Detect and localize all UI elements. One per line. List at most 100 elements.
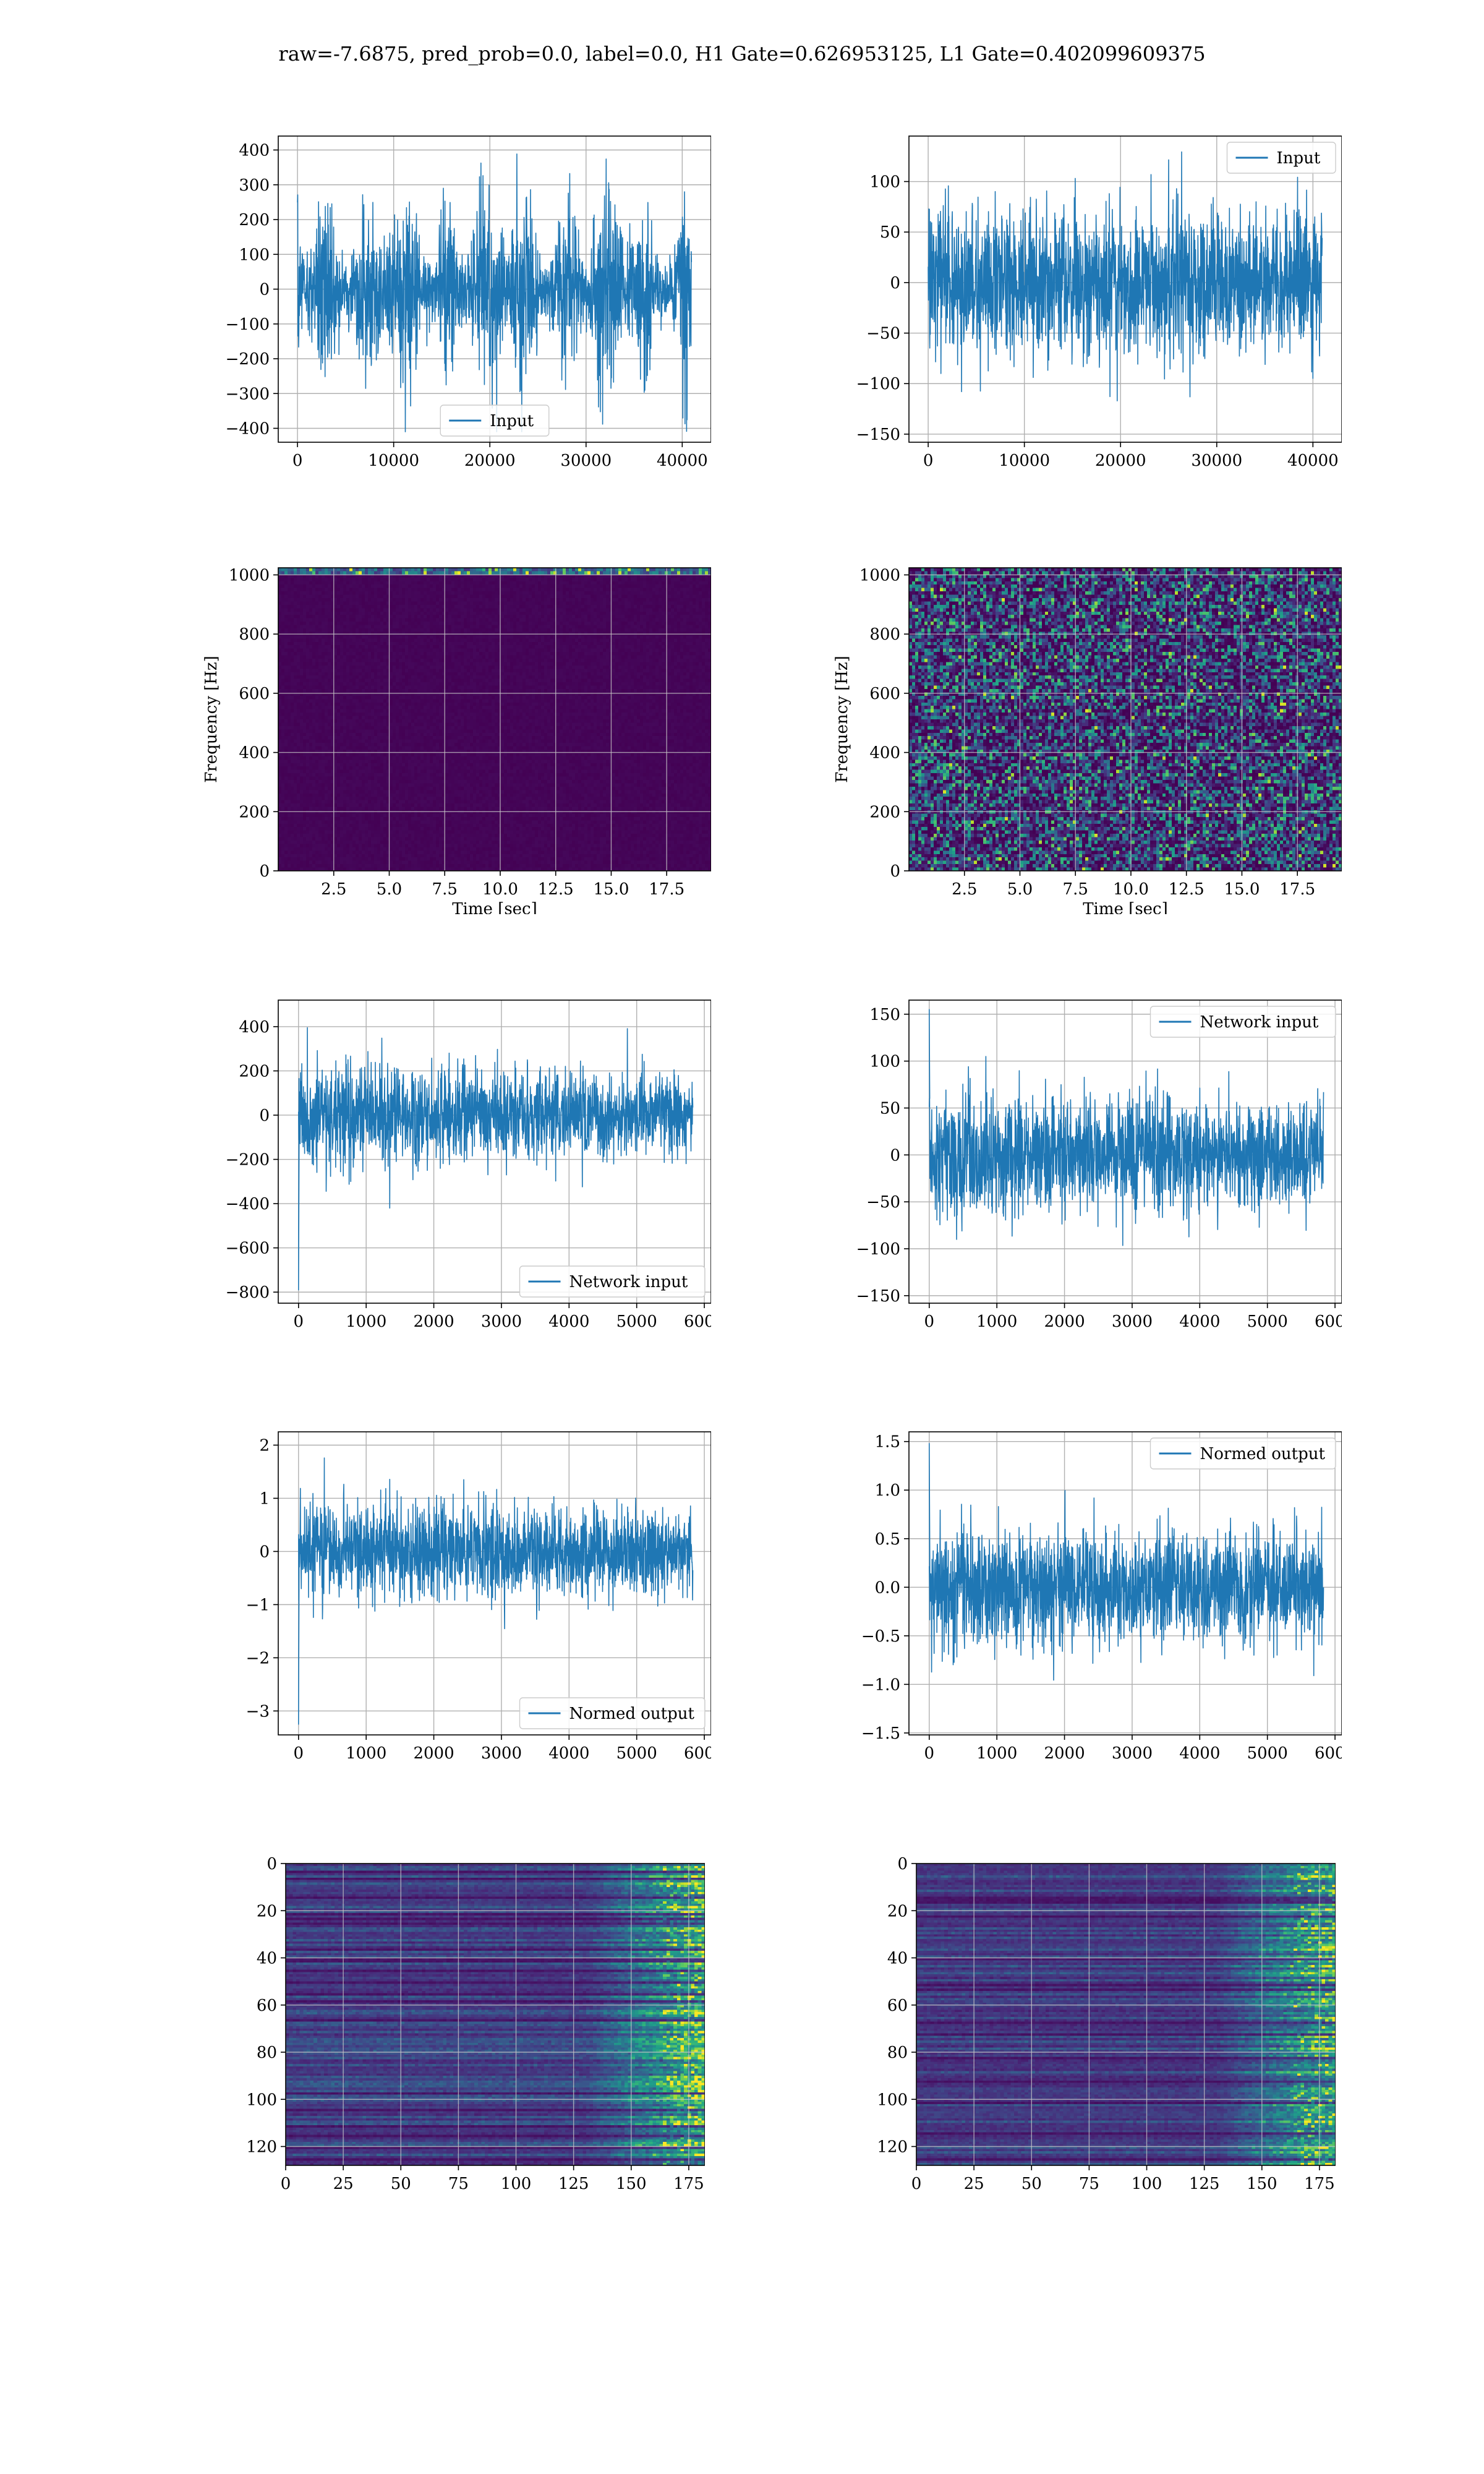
y-tick-label: 40 — [257, 1950, 277, 1968]
y-tick-label: −800 — [226, 1283, 270, 1302]
y-tick-label: −1.0 — [861, 1676, 900, 1694]
y-tick-label: −2 — [246, 1649, 270, 1667]
x-tick-label: 40000 — [1287, 452, 1339, 470]
axes-frame — [908, 567, 1342, 871]
x-tick-label: 6000 — [684, 1744, 711, 1763]
x-tick-label: 3000 — [481, 1744, 522, 1763]
y-tick-label: −0.5 — [861, 1627, 900, 1646]
axes-frame — [278, 135, 711, 443]
y-tick-label: 60 — [887, 1997, 908, 2015]
y-tick-label: 800 — [869, 625, 900, 644]
y-tick-label: 400 — [239, 1018, 270, 1037]
x-tick-label: 0 — [923, 452, 934, 470]
legend-normed-output-l1: Normed output — [1149, 1437, 1336, 1470]
y-tick-label: 100 — [869, 173, 900, 192]
y-tick-label: −1.5 — [861, 1724, 900, 1743]
x-tick-label: 25 — [964, 2175, 984, 2193]
x-tick-label: 25 — [333, 2175, 354, 2193]
y-tick-label: 200 — [869, 803, 900, 821]
y-tick-label: 0 — [890, 1146, 900, 1165]
heatmap-image-spectrogram-h1 — [278, 568, 711, 871]
x-tick-label: 50 — [391, 2175, 411, 2193]
axes-frame — [908, 999, 1342, 1304]
chart-spectrogram-l1: 2.5 5.0 7.5 10.0 12.5 15.0 17.5 0 200 400 600 800 10… — [833, 566, 1342, 914]
legend-network-input-h1: Network input — [519, 1265, 706, 1298]
x-tick-label: 2000 — [413, 1744, 454, 1763]
chart-normed-output-h1: 0 1000 2000 3000 4000 5000 6000 −3 −2 −1 0 1 2 Normed… — [246, 1431, 711, 1763]
x-tick-label: 175 — [673, 2175, 704, 2193]
axes-normed-output-l1: 0 1000 2000 3000 4000 5000 6000 −1.5 −1.0 −0.5 0.0… — [861, 1431, 1342, 1763]
x-tick-label: 4000 — [548, 1744, 589, 1763]
y-tick-label: 60 — [257, 1997, 277, 2015]
axes-input-l1: 0 10000 20000 30000 40000 −150 −100 −50 0 50 100 In… — [856, 135, 1342, 470]
x-tick-label: 4000 — [548, 1312, 589, 1331]
y-tick-label: 400 — [239, 744, 270, 763]
chart-input-h1: 0 10000 20000 30000 40000 −400 −300 −200 −100 0 10… — [226, 135, 711, 470]
series-network-input-h1 — [298, 1027, 694, 1291]
x-tick-label: 2.5 — [952, 880, 977, 899]
y-tick-label: 1.0 — [875, 1481, 900, 1500]
y-tick-label: 200 — [239, 211, 270, 229]
y-tick-label: 50 — [880, 223, 900, 242]
x-tick-label: 100 — [1132, 2175, 1162, 2193]
legend-label: Input — [490, 412, 534, 430]
legend-input-l1: Input — [1226, 142, 1336, 174]
x-tick-label: 0 — [281, 2175, 291, 2193]
x-tick-label: 4000 — [1179, 1312, 1220, 1331]
axes-frame — [908, 1431, 1342, 1736]
y-tick-label: −1 — [246, 1596, 270, 1614]
x-tick-label: 17.5 — [1279, 880, 1315, 899]
chart-input-l1: 0 10000 20000 30000 40000 −150 −100 −50 0 50 100 In… — [856, 135, 1342, 470]
y-tick-label: −150 — [856, 1287, 900, 1306]
legend-label: Normed output — [1200, 1445, 1326, 1463]
x-tick-label: 2.5 — [321, 880, 346, 899]
x-tick-label: 5000 — [616, 1312, 657, 1331]
y-tick-label: 50 — [880, 1099, 900, 1118]
y-tick-label: 0.0 — [875, 1578, 900, 1597]
axes-input-h1: 0 10000 20000 30000 40000 −400 −300 −200 −100 0 10… — [226, 135, 711, 470]
chart-feature-map-l1: 0 25 50 75 100 125 150 175 0 20 40 60 80 100 120 — [877, 1855, 1336, 2193]
heatmap-image-feature-map-h1 — [286, 1864, 705, 2165]
y-tick-label: −400 — [226, 1195, 270, 1213]
y-tick-label: 300 — [239, 176, 270, 195]
x-tick-label: 5000 — [1247, 1312, 1288, 1331]
series-line — [929, 1009, 1324, 1246]
legend-box — [519, 1265, 706, 1298]
y-tick-label: 0 — [259, 1543, 270, 1561]
x-tick-label: 2000 — [1044, 1312, 1085, 1331]
x-tick-label: 75 — [1079, 2175, 1099, 2193]
y-tick-label: 40 — [887, 1950, 908, 1968]
legend-label: Normed output — [569, 1705, 695, 1723]
y-tick-label: 0 — [890, 274, 900, 293]
axes-frame — [285, 1863, 705, 2166]
y-tick-label: −600 — [226, 1239, 270, 1258]
x-tick-label: 6000 — [684, 1312, 711, 1331]
axes-frame — [908, 135, 1342, 443]
axes-normed-output-h1: 0 1000 2000 3000 4000 5000 6000 −3 −2 −1 0 1 2 Normed… — [246, 1431, 711, 1763]
y-tick-label: 100 — [246, 2091, 277, 2109]
y-tick-label: −50 — [866, 1193, 900, 1212]
y-tick-label: 0 — [259, 1106, 270, 1125]
x-tick-label: 1000 — [346, 1744, 386, 1763]
legend-input-h1: Input — [440, 404, 550, 437]
y-tick-label: 0 — [259, 862, 270, 881]
heatmap-image-feature-map-l1 — [916, 1864, 1336, 2165]
x-tick-label: 5000 — [616, 1744, 657, 1763]
x-tick-label: 30000 — [560, 452, 612, 470]
x-tick-label: 7.5 — [432, 880, 458, 899]
y-tick-label: 400 — [869, 744, 900, 763]
series-line — [297, 153, 693, 432]
y-axis-label: Frequency [Hz] — [833, 656, 851, 783]
x-tick-label: 1000 — [976, 1744, 1017, 1763]
x-tick-label: 100 — [501, 2175, 532, 2193]
x-tick-label: 20000 — [464, 452, 516, 470]
x-tick-label: 7.5 — [1063, 880, 1088, 899]
x-tick-label: 0 — [292, 452, 303, 470]
x-tick-label: 15.0 — [594, 880, 629, 899]
axes-feature-map-h1: 0 25 50 75 100 125 150 175 0 20 40 60 80 100 120 — [246, 1855, 705, 2193]
series-line — [298, 1027, 694, 1291]
y-tick-label: 1.5 — [875, 1433, 900, 1452]
x-tick-label: 2000 — [413, 1312, 454, 1331]
x-tick-label: 5000 — [1247, 1744, 1288, 1763]
